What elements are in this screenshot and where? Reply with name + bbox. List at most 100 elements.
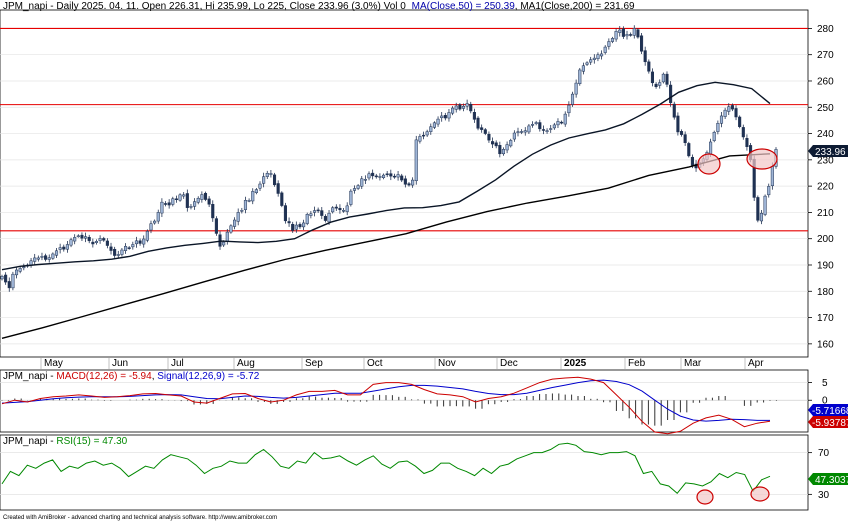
- candle-body: [302, 222, 306, 228]
- candle-body: [22, 266, 26, 269]
- candle-body: [636, 29, 640, 38]
- candle-body: [120, 249, 124, 255]
- price-tick-label: 280: [817, 24, 834, 35]
- candle-body: [105, 240, 109, 246]
- candle-body: [381, 174, 386, 178]
- candle-body: [69, 239, 73, 246]
- candle-body: [280, 192, 284, 206]
- ma50-legend: MA(Close,50) = 250.39: [412, 1, 516, 12]
- candle-body: [84, 236, 88, 239]
- rsi-title: JPM_napi - RSI(15) = 47.30: [3, 436, 128, 447]
- candle-body: [116, 254, 120, 256]
- candle-body: [600, 53, 604, 57]
- x-tick-label: Nov: [438, 358, 456, 369]
- macd-panel: [0, 369, 809, 433]
- price-chart-title-main: JPM_napi - Daily 2025. 04. 11. Open 226.…: [3, 1, 406, 12]
- candle-body: [360, 178, 364, 187]
- candle-body: [316, 209, 320, 212]
- x-axis-labels: May Jun Jul Aug Sep Oct Nov Dec 2025 Feb Mar Apr: [40, 357, 764, 369]
- candle-body: [363, 179, 367, 181]
- candle-body: [102, 238, 106, 241]
- last-price-label: 233.96: [815, 147, 846, 158]
- macd-histogram: [1, 393, 777, 426]
- candle-body: [14, 269, 19, 276]
- rsi-panel: [0, 434, 809, 511]
- candle-body: [603, 46, 607, 53]
- candle-body: [291, 223, 295, 231]
- candle-body: [545, 130, 549, 132]
- candle-body: [87, 237, 91, 242]
- candle-body: [200, 194, 204, 200]
- price-axis: 160 170 180 190 200 210 220 230 240 250 260 270 280: [808, 24, 834, 350]
- candle-body: [454, 105, 458, 110]
- candle-body: [272, 174, 277, 186]
- candle-body: [596, 54, 600, 60]
- candle-body: [556, 121, 560, 126]
- candle-body: [283, 205, 287, 222]
- candle-body: [389, 173, 393, 177]
- candle-body: [189, 206, 193, 208]
- candle-body: [371, 172, 375, 177]
- candle-body: [516, 131, 520, 133]
- candle-body: [647, 61, 651, 72]
- candle-body: [465, 103, 469, 107]
- candle-body: [669, 84, 673, 104]
- x-tick-label: Mar: [684, 358, 702, 369]
- candle-body: [727, 106, 731, 112]
- candle-body: [134, 240, 139, 245]
- candle-body: [400, 175, 404, 181]
- candle-body: [342, 210, 346, 212]
- candle-body: [349, 190, 353, 205]
- candle-body: [265, 172, 269, 177]
- candle-body: [182, 194, 186, 197]
- candle-body: [247, 200, 251, 202]
- candle-body: [458, 104, 462, 110]
- candle-body: [712, 131, 716, 141]
- signal-value-tag: -5.71668: [812, 406, 850, 417]
- candle-body: [443, 115, 447, 119]
- macd-tick-label: 5: [822, 378, 828, 389]
- signal-legend: Signal(12,26,9) = -5.72: [157, 371, 259, 382]
- candle-body: [367, 173, 371, 179]
- price-chart-title: JPM_napi - Daily 2025. 04. 11. Open 226.…: [3, 1, 635, 12]
- candle-body: [167, 202, 171, 206]
- highlight-circle-apr: [746, 148, 778, 170]
- candle-body: [469, 103, 473, 112]
- candle-body: [123, 246, 128, 251]
- candle-body: [378, 176, 382, 178]
- candle-body: [392, 175, 397, 178]
- price-tick-label: 250: [817, 103, 834, 114]
- candle-body: [629, 34, 633, 36]
- candle-body: [29, 260, 33, 266]
- candle-body: [432, 122, 436, 128]
- candle-body: [131, 244, 135, 248]
- candle-body: [385, 173, 389, 176]
- ma200-line: [1, 153, 771, 339]
- candle-body: [323, 215, 327, 221]
- candle-body: [440, 115, 444, 119]
- candle-body: [476, 117, 480, 129]
- price-tick-label: 210: [817, 208, 834, 219]
- candle-body: [512, 132, 516, 140]
- candle-body: [163, 203, 168, 205]
- candle-body: [113, 248, 117, 256]
- candle-body: [436, 118, 440, 125]
- macd-value-tags: -5.71668 -5.93787: [808, 404, 850, 429]
- candle-body: [196, 197, 200, 203]
- candle-body: [759, 212, 764, 222]
- candle-body: [109, 246, 113, 251]
- candle-body: [429, 126, 433, 132]
- candle-body: [233, 219, 237, 227]
- candle-body: [258, 183, 262, 189]
- price-tick-label: 230: [817, 155, 834, 166]
- candle-body: [294, 224, 298, 230]
- candle-body: [229, 225, 233, 233]
- candle-body: [592, 57, 596, 60]
- candle-body: [225, 231, 229, 242]
- candle-body: [142, 238, 146, 245]
- candle-body: [44, 255, 48, 260]
- candle-body: [47, 257, 51, 260]
- candle-body: [494, 142, 498, 147]
- candle-body: [185, 193, 189, 208]
- rsi-tick-label: 30: [818, 490, 830, 501]
